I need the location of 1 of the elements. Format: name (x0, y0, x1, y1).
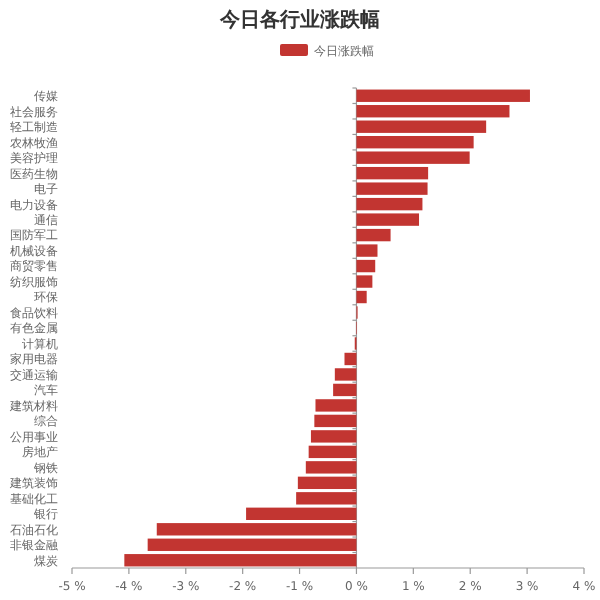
chart-title: 今日各行业涨跌幅 (218, 8, 380, 32)
